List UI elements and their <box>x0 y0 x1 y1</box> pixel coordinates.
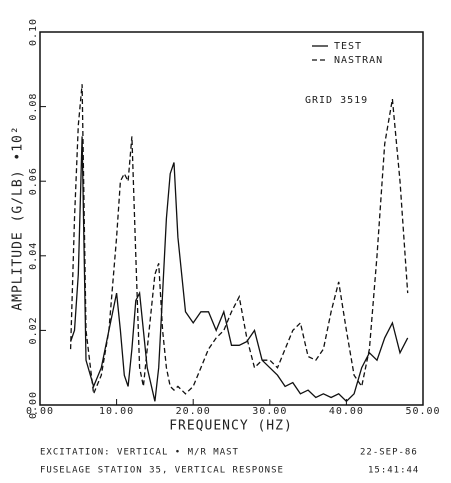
x-tick-label: 50.00 <box>405 406 440 417</box>
plot-frame <box>39 31 424 406</box>
y-tick-label: 0.10 <box>28 18 39 46</box>
footer-text: 15:41:44 <box>368 466 419 476</box>
x-tick-label: 20.00 <box>176 406 211 417</box>
footer-text: EXCITATION: VERTICAL • M/R MAST <box>40 448 239 458</box>
x-tick-label: 40.00 <box>329 406 364 417</box>
legend-label: TEST <box>334 41 362 52</box>
x-tick-label: 30.00 <box>252 406 287 417</box>
x-tick-label: 10.00 <box>99 406 134 417</box>
y-tick-label: 0.04 <box>28 242 39 270</box>
series-line <box>69 84 409 397</box>
y-axis-label: AMPLITUDE (G/LB) •10² <box>11 125 26 310</box>
x-tick-label: 0.00 <box>26 406 54 417</box>
y-tick-label: 0.02 <box>28 316 39 344</box>
y-tick-label: 0.00 <box>28 391 39 419</box>
legend-label: NASTRAN <box>334 55 383 66</box>
y-tick-label: 0.08 <box>28 93 39 121</box>
series-line <box>69 136 409 403</box>
y-tick-label: 0.06 <box>28 167 39 195</box>
footer-text: FUSELAGE STATION 35, VERTICAL RESPONSE <box>40 466 284 476</box>
footer-text: 22-SEP-86 <box>360 448 418 458</box>
x-axis-label: FREQUENCY (HZ) <box>169 419 293 434</box>
annotation: GRID 3519 <box>305 95 368 106</box>
